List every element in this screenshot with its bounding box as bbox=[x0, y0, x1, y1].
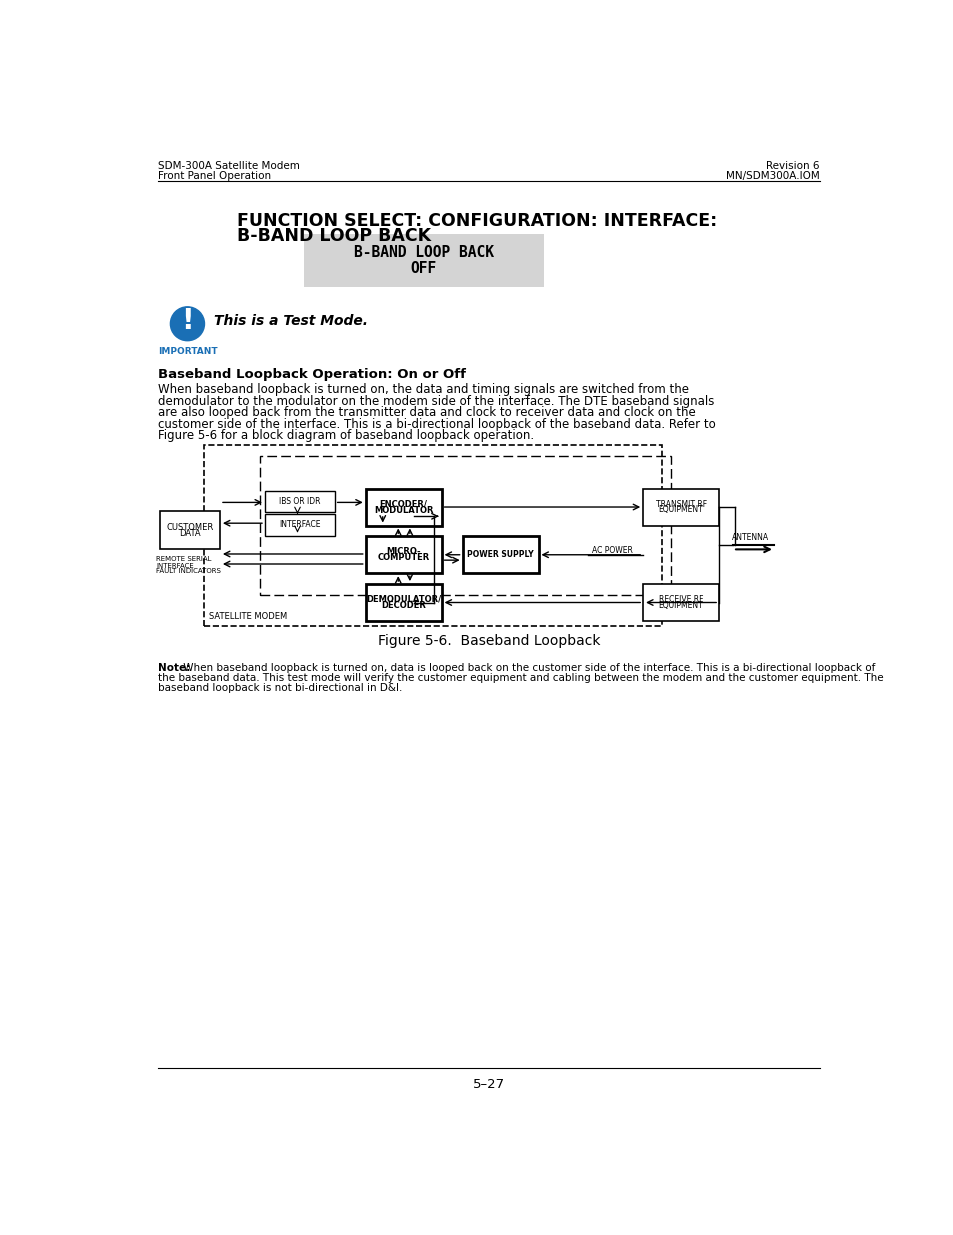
Text: FAULT INDICATORS: FAULT INDICATORS bbox=[156, 568, 221, 574]
Text: SATELLITE MODEM: SATELLITE MODEM bbox=[209, 613, 287, 621]
Text: IBS OR IDR: IBS OR IDR bbox=[279, 498, 320, 506]
Bar bbox=[365, 584, 441, 621]
Text: demodulator to the modulator on the modem side of the interface. The DTE baseban: demodulator to the modulator on the mode… bbox=[158, 395, 714, 408]
Text: When baseband loopback is turned on, the data and timing signals are switched fr: When baseband loopback is turned on, the… bbox=[158, 383, 688, 396]
Text: ANTENNA: ANTENNA bbox=[731, 532, 768, 542]
Text: ENCODER/: ENCODER/ bbox=[379, 499, 427, 509]
Text: Note:: Note: bbox=[158, 662, 190, 673]
Bar bbox=[303, 235, 543, 287]
Text: EQUIPMENT: EQUIPMENT bbox=[659, 505, 702, 514]
Bar bbox=[642, 584, 719, 621]
Text: customer side of the interface. This is a bi-directional loopback of the baseban: customer side of the interface. This is … bbox=[158, 417, 715, 431]
Text: Figure 5-6 for a block diagram of baseband loopback operation.: Figure 5-6 for a block diagram of baseba… bbox=[158, 430, 534, 442]
Bar bbox=[159, 511, 220, 550]
Bar bbox=[642, 489, 719, 526]
Text: IMPORTANT: IMPORTANT bbox=[157, 347, 217, 356]
Text: MICRO-: MICRO- bbox=[386, 547, 420, 556]
Text: the baseband data. This test mode will verify the customer equipment and cabling: the baseband data. This test mode will v… bbox=[158, 673, 882, 683]
Text: DATA: DATA bbox=[179, 529, 200, 537]
Text: POWER SUPPLY: POWER SUPPLY bbox=[467, 551, 534, 559]
Text: RECEIVE RF: RECEIVE RF bbox=[659, 595, 702, 604]
Text: B-BAND LOOP BACK: B-BAND LOOP BACK bbox=[354, 246, 494, 261]
Text: MN/SDM300A.IOM: MN/SDM300A.IOM bbox=[725, 172, 819, 182]
Bar bbox=[204, 446, 661, 626]
Text: AC POWER: AC POWER bbox=[592, 546, 632, 556]
Text: TRANSMIT RF: TRANSMIT RF bbox=[655, 500, 706, 509]
Text: Baseband Loopback Operation: On or Off: Baseband Loopback Operation: On or Off bbox=[158, 368, 465, 380]
Bar bbox=[365, 536, 441, 573]
Text: When baseband loopback is turned on, data is looped back on the customer side of: When baseband loopback is turned on, dat… bbox=[179, 662, 874, 673]
Text: OFF: OFF bbox=[411, 261, 436, 275]
Text: CUSTOMER: CUSTOMER bbox=[166, 522, 213, 531]
Text: MODULATOR: MODULATOR bbox=[374, 505, 433, 515]
Text: Figure 5-6.  Baseband Loopback: Figure 5-6. Baseband Loopback bbox=[377, 634, 599, 648]
Circle shape bbox=[171, 306, 204, 341]
Text: baseband loopback is not bi-directional in D&I.: baseband loopback is not bi-directional … bbox=[158, 683, 402, 693]
Text: FUNCTION SELECT: CONFIGURATION: INTERFACE:: FUNCTION SELECT: CONFIGURATION: INTERFAC… bbox=[236, 212, 717, 230]
Text: are also looped back from the transmitter data and clock to receiver data and cl: are also looped back from the transmitte… bbox=[158, 406, 695, 419]
Text: COMPUTER: COMPUTER bbox=[377, 553, 430, 562]
Text: Front Panel Operation: Front Panel Operation bbox=[158, 172, 271, 182]
Text: INTERFACE: INTERFACE bbox=[279, 520, 320, 530]
Text: EQUIPMENT: EQUIPMENT bbox=[659, 600, 702, 610]
Text: Revision 6: Revision 6 bbox=[765, 162, 819, 172]
Bar bbox=[265, 514, 335, 536]
Bar bbox=[260, 456, 670, 595]
Bar bbox=[365, 489, 441, 526]
Bar bbox=[265, 490, 335, 513]
Text: This is a Test Mode.: This is a Test Mode. bbox=[213, 315, 368, 329]
Text: DECODER: DECODER bbox=[381, 601, 426, 610]
Text: B-BAND LOOP BACK: B-BAND LOOP BACK bbox=[236, 227, 431, 245]
Text: 5–27: 5–27 bbox=[473, 1078, 504, 1091]
Text: !: ! bbox=[181, 308, 193, 336]
Text: REMOTE SERIAL
INTERFACE: REMOTE SERIAL INTERFACE bbox=[156, 556, 212, 569]
Text: DEMODULATOR/: DEMODULATOR/ bbox=[366, 595, 441, 604]
Text: SDM-300A Satellite Modem: SDM-300A Satellite Modem bbox=[158, 162, 299, 172]
Bar bbox=[462, 536, 537, 573]
